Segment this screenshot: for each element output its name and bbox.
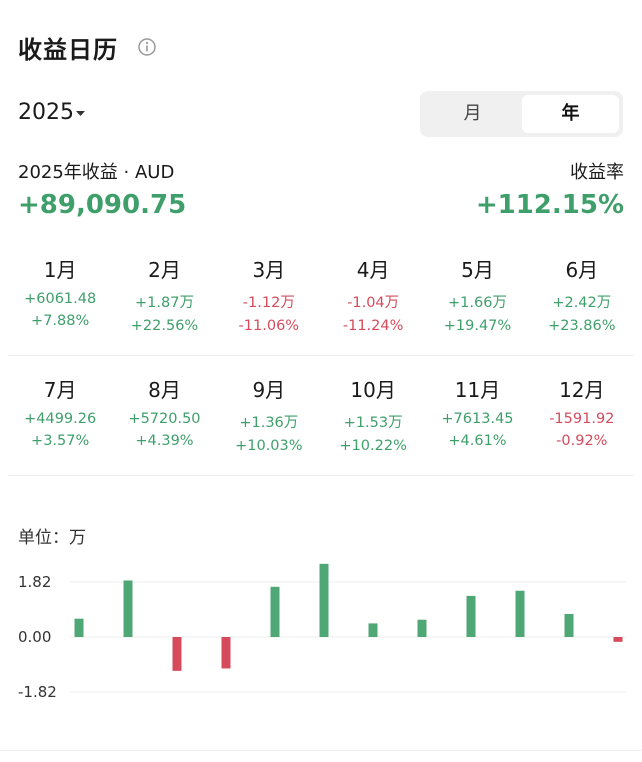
month-cell[interactable]: 8月 +5720.50 +4.39% — [112, 370, 216, 475]
unit-label: 单位：万 — [18, 528, 86, 548]
month-cell[interactable]: 2月 +1.87万 +22.56% — [112, 250, 216, 355]
tab-year[interactable]: 年 — [522, 95, 619, 133]
month-grid: 1月 +6061.48 +7.88% 2月 +1.87万 +22.56% 3月 -1.12万 -… — [8, 250, 634, 490]
bar — [613, 637, 623, 642]
month-rate: -11.06% — [238, 318, 300, 334]
month-name: 5月 — [461, 258, 494, 282]
month-cell[interactable]: 9月 +1.36万 +10.03% — [217, 370, 321, 475]
month-rate: +4.61% — [448, 433, 507, 449]
bar — [515, 590, 525, 638]
bar — [74, 618, 84, 638]
bar — [172, 637, 182, 671]
bar — [123, 580, 133, 638]
month-row: 1月 +6061.48 +7.88% 2月 +1.87万 +22.56% 3月 -1.12万 -… — [8, 250, 634, 356]
bar — [417, 619, 427, 638]
bar — [368, 623, 378, 638]
month-profit: +2.42万 — [552, 295, 612, 311]
summary-rate: +112.15% — [475, 190, 624, 220]
month-cell[interactable]: 10月 +1.53万 +10.22% — [321, 370, 425, 475]
month-name: 2月 — [148, 258, 181, 282]
month-rate: +10.22% — [339, 438, 407, 454]
month-profit: +1.87万 — [135, 295, 194, 311]
month-rate: +4.39% — [135, 433, 194, 449]
month-rate: -0.92% — [556, 433, 608, 449]
month-name: 8月 — [148, 378, 181, 402]
month-name: 4月 — [356, 258, 390, 282]
year-selector[interactable]: 2025 — [18, 100, 74, 125]
rate-label: 收益率 — [570, 162, 624, 183]
summary-amount: +89,090.75 — [18, 190, 187, 220]
month-cell[interactable]: 3月 -1.12万 -11.06% — [217, 250, 321, 355]
month-rate: -11.24% — [342, 318, 404, 334]
y-tick-label: 0.00 — [18, 628, 51, 646]
month-profit: +5720.50 — [128, 411, 201, 427]
month-rate: +7.88% — [31, 313, 90, 329]
month-name: 6月 — [565, 258, 599, 282]
y-tick-label: 1.82 — [18, 573, 51, 591]
month-rate: +23.86% — [548, 318, 616, 334]
month-name: 12月 — [559, 378, 605, 402]
month-cell[interactable]: 12月 -1591.92 -0.92% — [530, 370, 634, 475]
month-profit: +4499.26 — [24, 411, 97, 427]
divider — [0, 750, 642, 751]
chart: 1.82 0.00 -1.82 — [18, 563, 626, 701]
month-profit: +6061.48 — [24, 291, 97, 307]
month-profit: +1.53万 — [343, 415, 403, 431]
dropdown-caret[interactable] — [76, 110, 86, 118]
bar — [466, 595, 476, 638]
month-cell[interactable]: 7月 +4499.26 +3.57% — [8, 370, 112, 475]
month-cell[interactable]: 1月 +6061.48 +7.88% — [8, 250, 112, 355]
month-cell[interactable]: 6月 +2.42万 +23.86% — [530, 250, 634, 355]
month-profit: +1.66万 — [448, 295, 507, 311]
month-rate: +22.56% — [130, 318, 199, 334]
month-cell[interactable]: 11月 +7613.45 +4.61% — [425, 370, 529, 475]
month-name: 7月 — [43, 378, 77, 402]
month-name: 11月 — [454, 378, 501, 402]
month-name: 3月 — [252, 258, 286, 282]
month-name: 1月 — [43, 258, 77, 282]
month-row: 7月 +4499.26 +3.57% 8月 +5720.50 +4.39% 9月 +1.36万… — [8, 370, 634, 476]
y-tick-label: -1.82 — [18, 683, 57, 701]
period-tabs: 月 年 — [420, 91, 623, 137]
month-cell[interactable]: 4月 -1.04万 -11.24% — [321, 250, 425, 355]
bar — [564, 613, 574, 638]
month-rate: +19.47% — [443, 318, 512, 334]
month-name: 9月 — [252, 378, 286, 402]
month-profit: -1.12万 — [242, 295, 295, 311]
bar — [270, 586, 280, 638]
month-profit: +1.36万 — [239, 415, 299, 431]
month-rate: +10.03% — [235, 438, 303, 454]
info-icon[interactable] — [137, 37, 157, 57]
bar — [319, 563, 329, 638]
month-profit: +7613.45 — [441, 411, 514, 427]
bar — [221, 637, 231, 669]
month-profit: -1.04万 — [347, 295, 400, 311]
title: 收益日历 — [18, 36, 118, 64]
month-cell[interactable]: 5月 +1.66万 +19.47% — [425, 250, 529, 355]
month-name: 10月 — [350, 378, 396, 402]
month-rate: +3.57% — [31, 433, 90, 449]
month-profit: -1591.92 — [549, 411, 615, 427]
tab-month[interactable]: 月 — [463, 103, 482, 124]
summary-label: 2025年收益 · AUD — [18, 162, 175, 183]
